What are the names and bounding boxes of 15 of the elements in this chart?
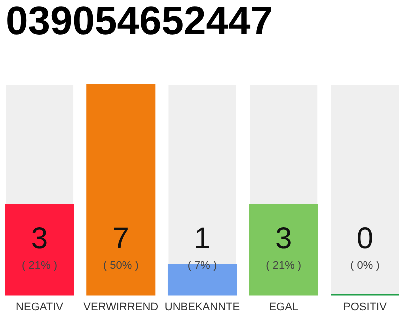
data-label: 7 xyxy=(112,222,130,256)
data-label: 3 xyxy=(276,222,292,256)
annotation: ( 21% ) xyxy=(266,260,302,272)
annotation: ( 50% ) xyxy=(103,260,139,272)
x-tick-label: VERWIRREND xyxy=(84,302,159,314)
x-tick-label: EGAL xyxy=(269,302,299,314)
x-tick-label: NEGATIV xyxy=(16,302,64,314)
x-tick-label: POSITIV xyxy=(344,302,388,314)
x-tick-label: UNBEKANNTE xyxy=(164,302,240,314)
chart-title: 039054652447 xyxy=(6,0,273,44)
data-label: 1 xyxy=(194,222,211,256)
annotation: ( 21% ) xyxy=(22,260,58,272)
data-label: 3 xyxy=(31,222,48,256)
annotation: ( 0% ) xyxy=(350,260,380,272)
data-label: 0 xyxy=(356,222,374,256)
